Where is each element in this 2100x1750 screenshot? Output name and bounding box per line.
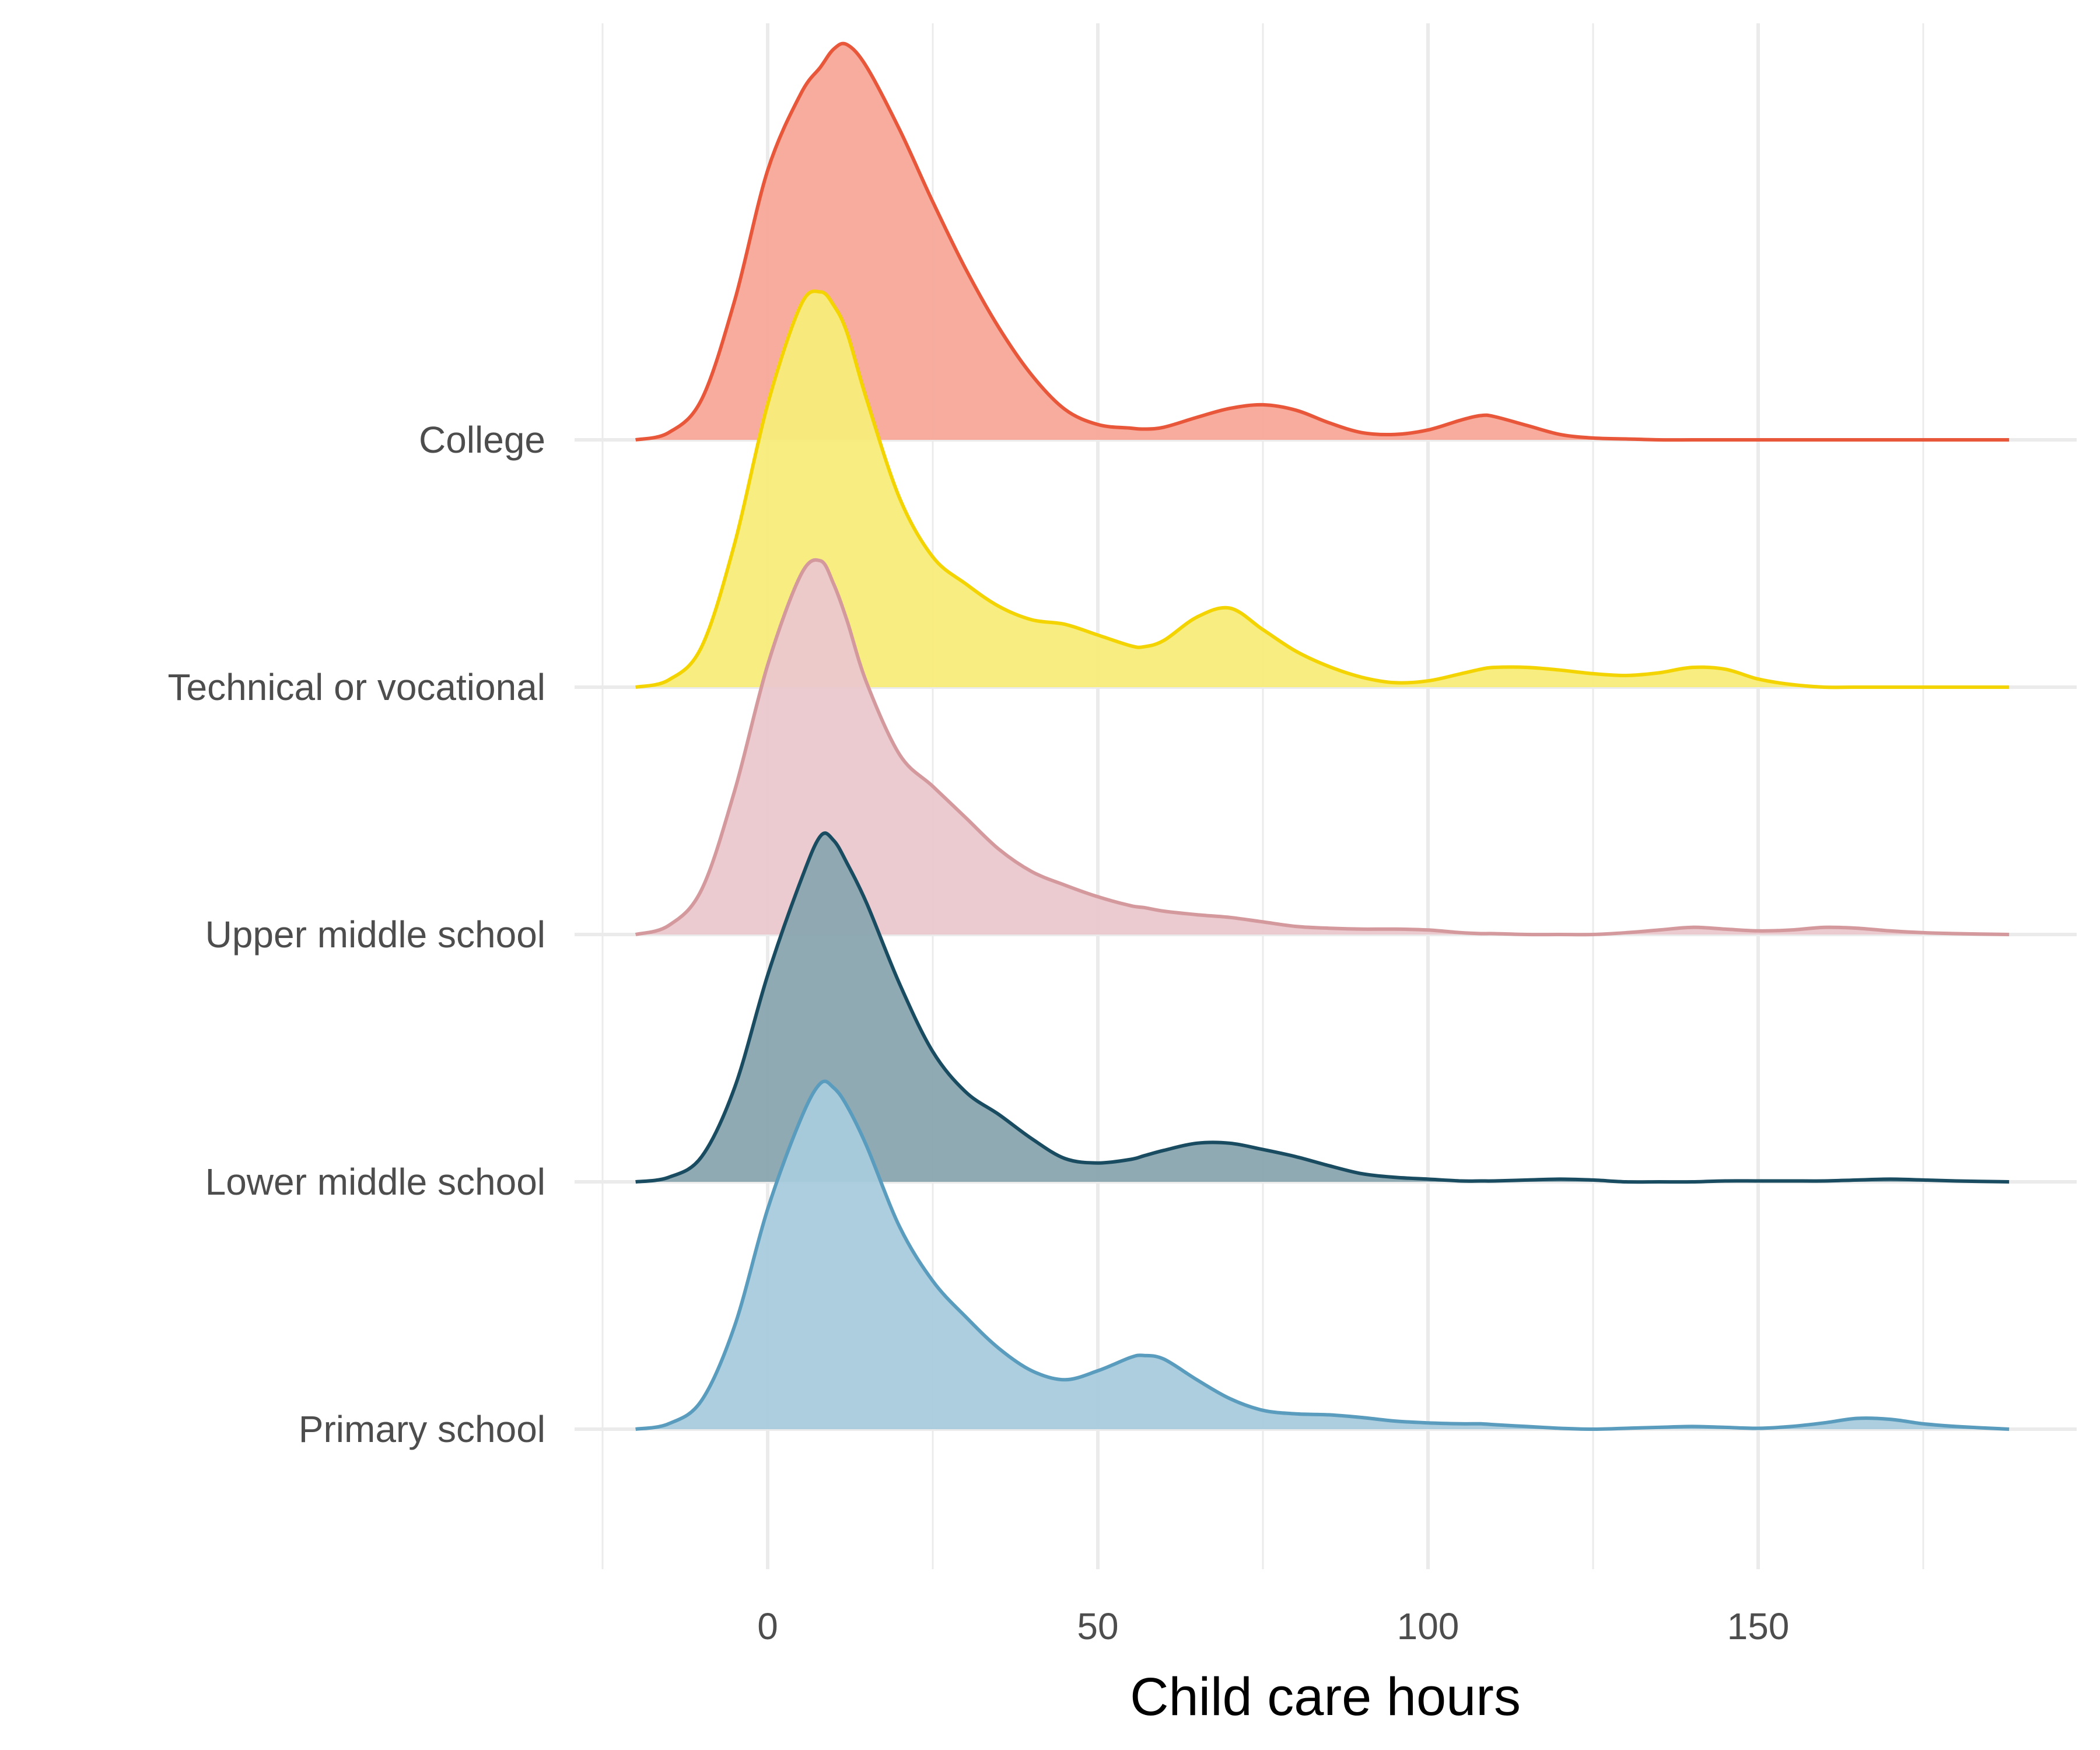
y-label-upper-middle-school: Upper middle school — [205, 914, 545, 956]
x-tick-label: 0 — [757, 1605, 778, 1647]
y-label-lower-middle-school: Lower middle school — [205, 1161, 545, 1203]
ridge-line-college — [635, 41, 2010, 442]
ridge-area-primary-school — [635, 1081, 2010, 1429]
ridge-line-technical-or-vocational — [635, 289, 2010, 690]
ridge-line-upper-middle-school — [635, 558, 2010, 937]
ridge-area-lower-middle-school — [635, 833, 2010, 1182]
y-label-college: College — [419, 419, 545, 461]
ridge-line-primary-school — [635, 1079, 2010, 1431]
ridge-line-lower-middle-school — [635, 831, 2010, 1184]
y-label-primary-school: Primary school — [299, 1408, 545, 1450]
x-axis-labels: 0 50 100 150 — [757, 1605, 1789, 1647]
x-tick-label: 100 — [1397, 1605, 1460, 1647]
density-ridges — [635, 41, 2010, 1431]
x-tick-label: 150 — [1727, 1605, 1790, 1647]
ridge-area-college — [635, 43, 2010, 440]
y-axis-labels: Primary school Lower middle school Upper m… — [168, 419, 545, 1450]
ridge-area-upper-middle-school — [635, 559, 2010, 935]
y-label-technical-or-vocational: Technical or vocational — [168, 666, 545, 708]
x-tick-label: 50 — [1077, 1605, 1118, 1647]
x-axis-title: Child care hours — [1130, 1667, 1521, 1727]
